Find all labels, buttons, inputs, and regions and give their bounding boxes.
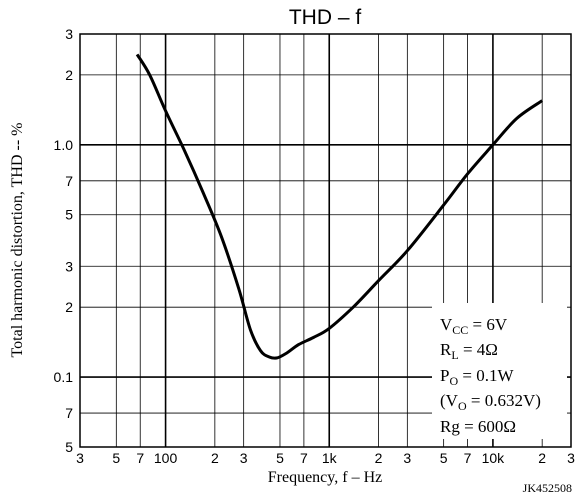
x-tick-label: 1k <box>322 450 338 466</box>
x-tick-label: 3 <box>567 450 575 466</box>
x-tick-label: 7 <box>300 450 308 466</box>
chart-title: THD – f <box>289 6 362 29</box>
x-tick-labels: 3 5 7 100 2 3 5 7 1k 2 3 5 7 10k 2 3 <box>76 450 575 466</box>
condition-vcc: VCC = 6V <box>440 315 508 337</box>
y-tick-label: 3 <box>65 26 73 42</box>
figure-id: JK452508 <box>523 481 572 495</box>
x-tick-label: 3 <box>76 450 84 466</box>
y-tick-label: 7 <box>65 405 73 421</box>
conditions-box <box>432 303 567 439</box>
y-tick-label: 5 <box>65 207 73 223</box>
x-tick-label: 3 <box>403 450 411 466</box>
x-tick-label: 5 <box>440 450 448 466</box>
condition-rl: RL = 4Ω <box>440 340 498 362</box>
y-tick-label: 7 <box>65 173 73 189</box>
conditions-legend: VCC = 6V RL = 4Ω PO = 0.1W (VO = 0.632V)… <box>440 315 541 436</box>
x-tick-label: 5 <box>112 450 120 466</box>
y-tick-labels: 5 7 0.1 2 3 5 7 1.0 2 3 <box>54 26 74 455</box>
plot-frame <box>79 33 572 448</box>
y-tick-label: 0.1 <box>54 369 74 385</box>
y-tick-label: 1.0 <box>54 137 74 153</box>
x-tick-label: 3 <box>240 450 248 466</box>
condition-po: PO = 0.1W <box>440 366 514 388</box>
x-tick-label: 7 <box>136 450 144 466</box>
y-tick-label: 3 <box>65 258 73 274</box>
x-tick-label: 2 <box>375 450 383 466</box>
thd-curve <box>135 53 544 360</box>
condition-vo: (VO = 0.632V) <box>440 391 541 413</box>
y-tick-label: 2 <box>65 67 73 83</box>
x-tick-label: 2 <box>538 450 546 466</box>
x-tick-label: 100 <box>154 450 178 466</box>
x-axis-label: Frequency, f – Hz <box>268 469 382 486</box>
y-axis-label: Total harmonic distortion, THD -- % <box>9 123 26 358</box>
x-tick-label: 7 <box>464 450 472 466</box>
y-tick-label: 5 <box>65 439 73 455</box>
x-tick-label: 10k <box>482 450 506 466</box>
condition-rg: Rg = 600Ω <box>440 417 516 436</box>
x-tick-label: 5 <box>276 450 284 466</box>
x-tick-label: 2 <box>211 450 219 466</box>
y-tick-label: 2 <box>65 299 73 315</box>
